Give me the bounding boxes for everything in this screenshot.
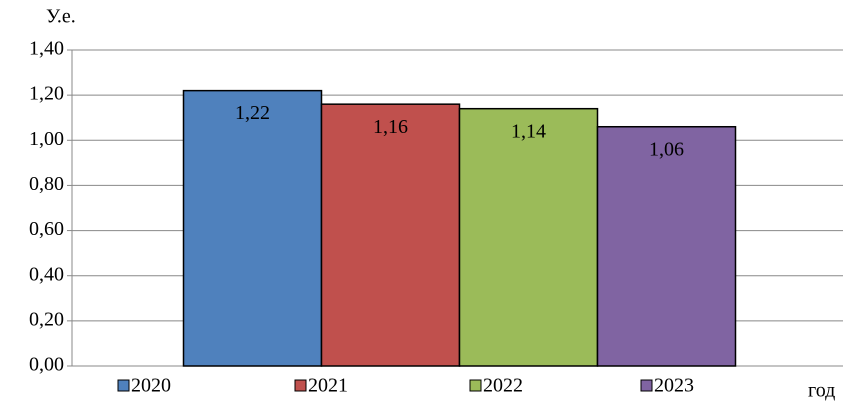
legend-swatch [640, 379, 653, 392]
legend-label: 2023 [654, 375, 694, 397]
y-tick-label: 1,40 [29, 38, 64, 60]
value-label: 1,16 [373, 116, 408, 138]
legend-label: 2020 [131, 375, 171, 397]
bar [458, 107, 599, 367]
y-tick-label: 0,60 [29, 218, 64, 240]
legend-swatch [469, 379, 482, 392]
y-tick-label: 0,20 [29, 308, 64, 330]
legend-swatch [294, 379, 307, 392]
bar [182, 89, 323, 367]
y-axis-label: У.е. [46, 6, 76, 28]
value-label: 1,22 [235, 102, 270, 124]
legend-swatch [117, 379, 130, 392]
x-axis-label: год [808, 380, 835, 401]
bar [320, 103, 461, 367]
value-label: 1,06 [649, 138, 684, 160]
legend-label: 2022 [483, 375, 523, 397]
value-label: 1,14 [511, 120, 546, 142]
y-tick-label: 0,00 [29, 354, 64, 376]
legend-label: 2021 [308, 375, 348, 397]
y-tick-label: 1,00 [29, 128, 64, 150]
bar [596, 125, 737, 367]
y-tick-label: 0,80 [29, 173, 64, 195]
y-tick-label: 1,20 [29, 83, 64, 105]
y-tick-label: 0,40 [29, 263, 64, 285]
